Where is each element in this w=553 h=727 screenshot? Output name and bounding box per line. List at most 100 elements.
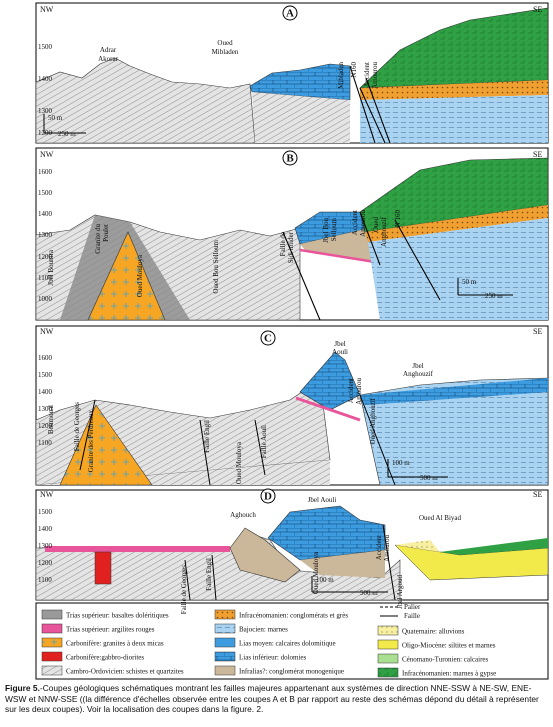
legend-label: Infralias?: conglomérat monogenique xyxy=(239,668,344,676)
panel-letter-circle xyxy=(282,150,298,166)
elevation-label: 1000 xyxy=(38,295,53,303)
place-label: Oued Mouloya xyxy=(136,254,144,297)
direction-nw: NW xyxy=(40,5,54,14)
legend-label: Lias moyen: calcaires dolomitique xyxy=(239,640,336,648)
elevation-label: 1500 xyxy=(38,508,53,516)
place-label: Amourou xyxy=(355,378,363,405)
place-label: Faille Engil xyxy=(205,558,213,591)
direction-se: SE xyxy=(533,490,542,499)
elevation-label: 1200 xyxy=(38,559,53,567)
legend-swatch xyxy=(377,625,399,636)
legend-swatch xyxy=(41,623,63,634)
panel-letter-circle xyxy=(260,330,276,346)
legend-swatch xyxy=(214,623,236,634)
panel-letter-circle xyxy=(260,488,276,504)
legend-label: Cambro-Ordovicien: schistes et quartzite… xyxy=(66,668,184,676)
legend-swatch xyxy=(41,651,63,662)
panel-letter: B xyxy=(286,153,294,165)
caption: Figure 5.-Coupes géologiques schématique… xyxy=(5,683,548,715)
legend-label: Lias inférieur: dolomies xyxy=(239,654,307,662)
place-label: Oued Mouloya xyxy=(235,441,243,484)
place-label: Accident xyxy=(351,210,359,235)
elevation-label: 1600 xyxy=(38,168,53,176)
legend-label: Oligo-Miocène: siltites et marnes xyxy=(402,642,496,650)
legend-label: Bajocien: marnes xyxy=(239,626,288,634)
legend-label: Infracénomanien: conglomérats et grès xyxy=(239,612,348,620)
place-label: Sidi imider xyxy=(287,231,295,263)
place-label: Akorar xyxy=(98,55,118,63)
panel-letter: D xyxy=(264,491,272,503)
place-label: Jbel Bou xyxy=(322,218,330,243)
panel-letter: C xyxy=(264,333,272,345)
elevation-label: 1100 xyxy=(38,439,52,447)
place-label: N160 xyxy=(350,62,358,78)
panel-d xyxy=(35,489,549,601)
legend-label: Carbonifère:gabbro-diorites xyxy=(66,654,144,662)
elevation-label: 1100 xyxy=(38,274,52,282)
legend-label: Trias supérieur: basaltes doléritiques xyxy=(66,612,169,620)
figure: Trias supérieur: basaltes doléritiques Tr… xyxy=(35,2,549,680)
place-label: Oued Anghouzif xyxy=(369,397,377,444)
place-label: Amourou xyxy=(383,535,391,562)
place-label: Faille de Georges xyxy=(180,565,188,615)
panel-b xyxy=(35,147,549,321)
elevation-label: 1600 xyxy=(38,354,53,362)
scale-vertical: 100 m xyxy=(392,459,410,467)
direction-se: SE xyxy=(533,150,542,159)
legend-label: Infracénomanien: marnes à gypse xyxy=(402,670,496,678)
panel-a xyxy=(35,2,549,144)
place-label: Boumoual xyxy=(47,405,55,434)
elevation-label: 1400 xyxy=(38,75,53,83)
legend-swatch xyxy=(41,609,63,620)
place-label: Amourou xyxy=(371,62,379,89)
elevation-label: 1300 xyxy=(38,107,53,115)
scale-vertical: 50 m xyxy=(462,278,477,286)
legend-faille: Faille xyxy=(404,612,420,620)
place-label: Oued Al Biyad xyxy=(419,514,461,522)
place-label: Jbel Boumra xyxy=(47,249,55,285)
place-label: Oued Bou Selloum xyxy=(212,239,220,293)
place-label: Anghouzif xyxy=(380,216,388,247)
direction-nw: NW xyxy=(40,490,54,499)
place-label: Mibladen xyxy=(212,48,239,56)
place-label: Accident xyxy=(347,378,355,403)
elevation-label: 1300 xyxy=(38,542,53,550)
legend-swatch xyxy=(377,639,399,650)
legend-label: Trias supérieur: argilites rouges xyxy=(66,626,155,634)
place-label: Jbel xyxy=(412,362,423,370)
direction-nw: NW xyxy=(40,327,54,336)
elevation-label: 1300 xyxy=(38,231,53,239)
place-label: Granite des Perdreaux xyxy=(87,410,95,473)
elevation-label: 1500 xyxy=(38,189,53,197)
elevation-label: 1400 xyxy=(38,210,53,218)
place-label: Jbel Argoud xyxy=(396,575,404,609)
place-label: Poulet xyxy=(102,224,110,242)
place-label: Adrar xyxy=(100,46,117,54)
legend-label: Quaternaire: alluvions xyxy=(402,628,465,636)
place-label: Accident xyxy=(363,62,371,87)
place-label: Oued xyxy=(372,217,380,233)
place-label: Granite du xyxy=(94,224,102,254)
scale-horizontal: 500 m xyxy=(420,474,438,482)
legend-swatch xyxy=(41,637,63,648)
scale-horizontal: 250 m xyxy=(485,292,503,300)
caption-figure: Figure 5. xyxy=(5,683,40,693)
elevation-label: 1300 xyxy=(38,405,53,413)
legend-swatch xyxy=(214,651,236,662)
scale-vertical: 50 m xyxy=(48,114,63,122)
place-label: Jbel Aouli xyxy=(308,496,337,504)
place-label: Faille de Georges xyxy=(73,402,81,452)
elevation-label: 1200 xyxy=(38,422,53,430)
place-label: Accident xyxy=(375,535,383,560)
direction-nw: NW xyxy=(40,150,54,159)
panel-c xyxy=(35,325,549,486)
place-label: Faille Aouli xyxy=(260,425,268,458)
place-label: N 160 xyxy=(394,210,402,228)
legend-swatch xyxy=(214,609,236,620)
place-label: Oued xyxy=(217,39,233,47)
scale-horizontal: 250 m xyxy=(58,130,76,138)
caption-text: -Coupes géologiques schématiques montran… xyxy=(5,683,539,714)
place-label: Aouli xyxy=(332,348,348,356)
direction-se: SE xyxy=(533,327,542,336)
